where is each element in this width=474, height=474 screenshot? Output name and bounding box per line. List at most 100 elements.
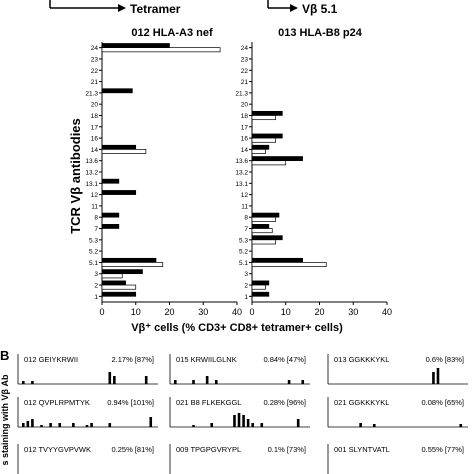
y-tick-label: 14 — [241, 147, 249, 154]
y-tick-label: 16 — [91, 136, 99, 143]
panel-b-cell: 001 SLYNTVATL 0.55% [77%] — [327, 444, 464, 474]
bar-black — [101, 269, 143, 275]
panel-b-cell-title: 021 B8 FLKEKGGL — [176, 398, 241, 407]
panel-b-cell: 015 KRWIILGLNK 0.84% [47%] — [169, 354, 310, 385]
y-tick-label: 5.1 — [239, 260, 248, 267]
y-tick-label: 13.6 — [85, 158, 98, 165]
panel-b-bar — [22, 381, 25, 384]
bar-black — [101, 43, 170, 48]
y-tick-label: 7 — [244, 226, 248, 233]
y-tick-label: 12 — [91, 192, 99, 199]
bar-black — [251, 280, 270, 286]
y-tick-label: 17 — [91, 124, 99, 131]
panel-b-cell: 009 TPGPGVRYPL 0.1% [73%] — [169, 444, 306, 474]
panel-b-cell-pct: 0.1% [73%] — [268, 445, 306, 454]
x-tick-label: 20 — [164, 307, 174, 317]
panel-b-cell-pct: 0.84% [47%] — [263, 355, 306, 364]
bar-black — [101, 291, 137, 297]
bar-white — [251, 216, 276, 222]
bar-black — [251, 212, 280, 218]
panel-b-bar — [233, 415, 236, 427]
arrow-vb51-label: Vβ 5.1 — [302, 2, 338, 16]
y-axis-label: TCR Vβ antibodies — [68, 118, 83, 234]
panel-b-cell-title: 015 KRWIILGLNK — [176, 355, 237, 364]
y-tick-label: 5.1 — [89, 260, 98, 267]
bar-black — [101, 224, 120, 229]
y-tick-label: 17 — [241, 124, 249, 131]
panel-b-cell-title: 001 SLYNTVATL — [334, 445, 390, 454]
bar-black — [101, 190, 137, 195]
y-tick-label: 3 — [94, 271, 98, 278]
y-tick-label: 23 — [241, 56, 249, 63]
panel-b-bar — [246, 419, 250, 427]
panel-b-bar — [49, 423, 52, 427]
bar-black — [251, 110, 283, 116]
y-tick-label: 5.2 — [89, 249, 98, 256]
bar-white — [101, 149, 147, 154]
panel-b-y-axis-label: s staining with Vβ Ab — [0, 374, 10, 466]
chart-title-hla-b8: 013 HLA-B8 p24 — [278, 27, 363, 39]
y-tick-label: 23 — [91, 56, 99, 63]
y-tick-label: 13.2 — [235, 170, 248, 177]
panel-b-bar — [192, 425, 195, 427]
panel-b-bar — [108, 423, 112, 427]
panel-b-bar — [149, 417, 153, 427]
panel-b-bar — [144, 376, 148, 384]
panel-b-bar — [72, 423, 75, 427]
y-tick-label: 1 — [94, 294, 98, 301]
x-tick-label: 10 — [131, 307, 141, 317]
panel-b-bar — [31, 381, 34, 384]
panel-b-bar — [432, 372, 435, 384]
x-axis-label: Vβ⁺ cells (% CD3+ CD8+ tetramer+ cells) — [131, 322, 343, 334]
y-tick-label: 24 — [241, 45, 249, 52]
y-tick-label: 13.2 — [85, 170, 98, 177]
panel-b-cell-pct: 0.28% [96%] — [263, 398, 306, 407]
y-tick-label: 22 — [91, 68, 99, 75]
panel-b-bar — [210, 423, 214, 427]
x-tick-label: 10 — [281, 307, 291, 317]
y-tick-label: 24 — [91, 45, 99, 52]
panel-b-bar — [113, 376, 116, 384]
y-tick-label: 18 — [91, 113, 99, 120]
bar-black — [101, 88, 133, 94]
y-tick-label: 11 — [91, 203, 98, 210]
y-tick-label: 2 — [244, 283, 248, 290]
y-tick-label: 20 — [91, 102, 99, 109]
panel-b-cell-pct: 0.6% [83%] — [426, 355, 464, 364]
panel-b-cell-title: 012 GEIYKRWII — [24, 355, 78, 364]
bar-white — [251, 239, 276, 245]
panel-a-chart-right: 0 10 20 30 402423222121.3201817161413.613.21… — [235, 42, 392, 317]
panel-b-cell-title: 009 TPGPGVRYPL — [176, 445, 241, 454]
x-tick-label: 40 — [232, 307, 242, 317]
y-tick-label: 2 — [94, 283, 98, 290]
x-tick-label: 0 — [249, 307, 254, 317]
panel-b-bar — [359, 423, 362, 427]
x-tick-label: 30 — [198, 307, 208, 317]
panel-b-bar — [301, 380, 305, 384]
panel-b-label: B — [0, 348, 9, 363]
panel-b-bar — [192, 380, 195, 384]
bar-black — [251, 257, 303, 263]
panel-b-cell: 013 GGKKKYKL 0.6% [83%] — [327, 354, 468, 385]
panel-a-chart-left: 0 10 20 30 402423222121.3201817161413.613.21… — [85, 42, 242, 317]
panel-b-cell: 012 QVPLRPMTYK 0.94% [101%] — [17, 397, 158, 428]
arrow-tetramer-label: Tetramer — [130, 2, 181, 16]
panel-b-bar — [108, 372, 112, 384]
y-tick-label: 8 — [244, 215, 248, 222]
y-tick-label: 21 — [241, 79, 249, 86]
panel-b-bar — [214, 380, 218, 384]
bar-black — [251, 133, 283, 139]
panel-b-bar — [90, 423, 93, 427]
bar-black — [101, 212, 120, 218]
y-tick-label: 21.3 — [85, 90, 98, 97]
y-tick-label: 21.3 — [235, 90, 248, 97]
panel-b-cell: 021 GGKKKYKL 0.08% [65%] — [327, 397, 468, 428]
y-tick-label: 12 — [241, 192, 249, 199]
panel-b-cell: 012 TVYYGVPVWK 0.25% [81%] — [17, 444, 154, 474]
arrow-tetramer — [49, 0, 126, 12]
bar-black — [251, 235, 283, 241]
arrow-vb51 — [267, 0, 298, 12]
x-tick-label: 20 — [314, 307, 324, 317]
panel-b-cell-title: 013 GGKKKYKL — [334, 355, 389, 364]
panel-b-cell-pct: 0.25% [81%] — [111, 445, 154, 454]
